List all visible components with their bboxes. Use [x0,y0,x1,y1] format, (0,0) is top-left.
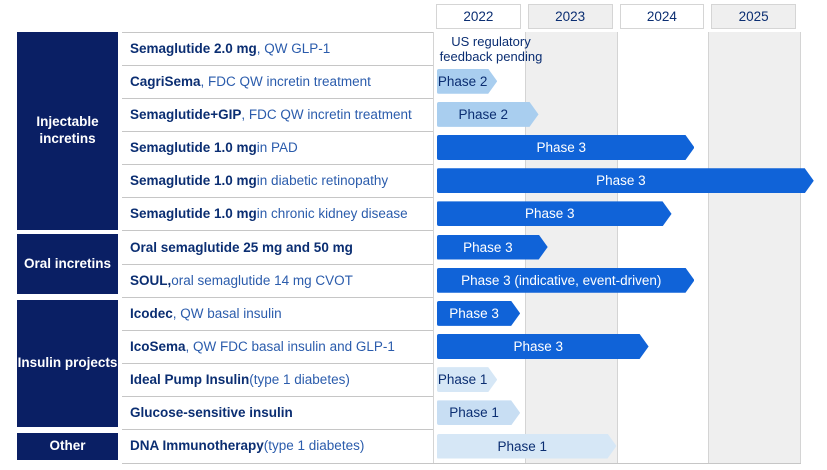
project-label: DNA Immunotherapy (type 1 diabetes) [130,429,433,462]
project-label: Semaglutide 1.0 mg in chronic kidney dis… [130,197,433,230]
timeline-column-stripe [708,31,800,463]
category-label: Other [49,438,86,454]
regulatory-annotation: US regulatory feedback pending [439,33,543,65]
phase-bar: Phase 2 [437,69,497,94]
project-name: Semaglutide 1.0 mg [130,173,257,189]
project-name: Semaglutide 1.0 mg [130,206,257,222]
project-name: CagriSema [130,73,201,89]
chart-area: 2022 2023 2024 2025 US regulatory feedback p… [433,0,800,470]
phase-bar: Phase 1 [437,434,617,459]
project-name: Semaglutide 1.0 mg [130,140,257,156]
phase-bar: Phase 3 [437,334,649,359]
category-box-insulin-projects: Insulin projects [17,300,118,427]
project-description: (type 1 diabetes) [263,438,365,454]
project-label: Semaglutide+GIP, FDC QW incretin treatme… [130,98,433,131]
project-label: Semaglutide 2.0 mg, QW GLP-1 [130,32,433,65]
year-header: 2022 [436,4,521,29]
year-header: 2025 [711,4,796,29]
timeline-column-stripe [616,31,709,463]
project-name: SOUL, [130,272,172,288]
row-divider [122,462,801,464]
project-description: in chronic kidney disease [256,206,408,222]
project-name: DNA Immunotherapy [130,438,264,454]
project-name: Oral semaglutide 25 mg and 50 mg [130,239,353,255]
project-label: SOUL, oral semaglutide 14 mg CVOT [130,264,433,297]
project-label: Glucose-sensitive insulin [130,396,433,429]
project-description: , QW GLP-1 [256,40,331,56]
category-label: Insulin projects [17,355,118,371]
project-description: oral semaglutide 14 mg CVOT [171,272,353,288]
category-label: Oral incretins [23,255,112,271]
project-label: CagriSema, FDC QW incretin treatment [130,65,433,98]
project-label: Semaglutide 1.0 mg in diabetic retinopat… [130,164,433,197]
timeline-right-edge [800,31,801,463]
category-box-injectable-incretins: Injectable incretins [17,32,118,230]
category-label: Injectable incretins [36,114,99,146]
phase-bar: Phase 1 [437,400,520,425]
project-description: , FDC QW incretin treatment [241,106,412,122]
phase-bar: Phase 3 [437,135,694,160]
project-description: , QW FDC basal insulin and GLP-1 [185,339,395,355]
phase-bar: Phase 3 [437,201,672,226]
project-name: Glucose-sensitive insulin [130,405,293,421]
project-description: in diabetic retinopathy [256,173,389,189]
project-label: Ideal Pump Insulin (type 1 diabetes) [130,363,433,396]
category-box-oral-incretins: Oral incretins [17,234,118,294]
project-description: , QW basal insulin [172,305,282,321]
project-label: Semaglutide 1.0 mg in PAD [130,131,433,164]
category-box-other: Other [17,433,118,460]
project-label: IcoSema, QW FDC basal insulin and GLP-1 [130,330,433,363]
phase-bar: Phase 2 [437,102,539,127]
phase-bar: Phase 3 [437,301,520,326]
phase-bar: Phase 3 (indicative, event-driven) [437,268,694,293]
project-name: Semaglutide+GIP [130,106,242,122]
phase-bar: Phase 3 [437,235,548,260]
project-label: Oral semaglutide 25 mg and 50 mg [130,230,433,263]
project-name: Icodec [130,305,173,321]
project-name: Ideal Pump Insulin [130,372,250,388]
project-description: , FDC QW incretin treatment [200,73,371,89]
year-header: 2023 [527,4,613,29]
phase-bar: Phase 3 [437,168,814,193]
phase-bar: Phase 1 [437,367,497,392]
project-label: Icodec, QW basal insulin [130,297,433,330]
project-name: IcoSema [130,339,186,355]
year-header: 2024 [619,4,705,29]
project-name: Semaglutide 2.0 mg [130,40,257,56]
project-description: (type 1 diabetes) [249,372,350,388]
project-description: in PAD [256,140,298,156]
